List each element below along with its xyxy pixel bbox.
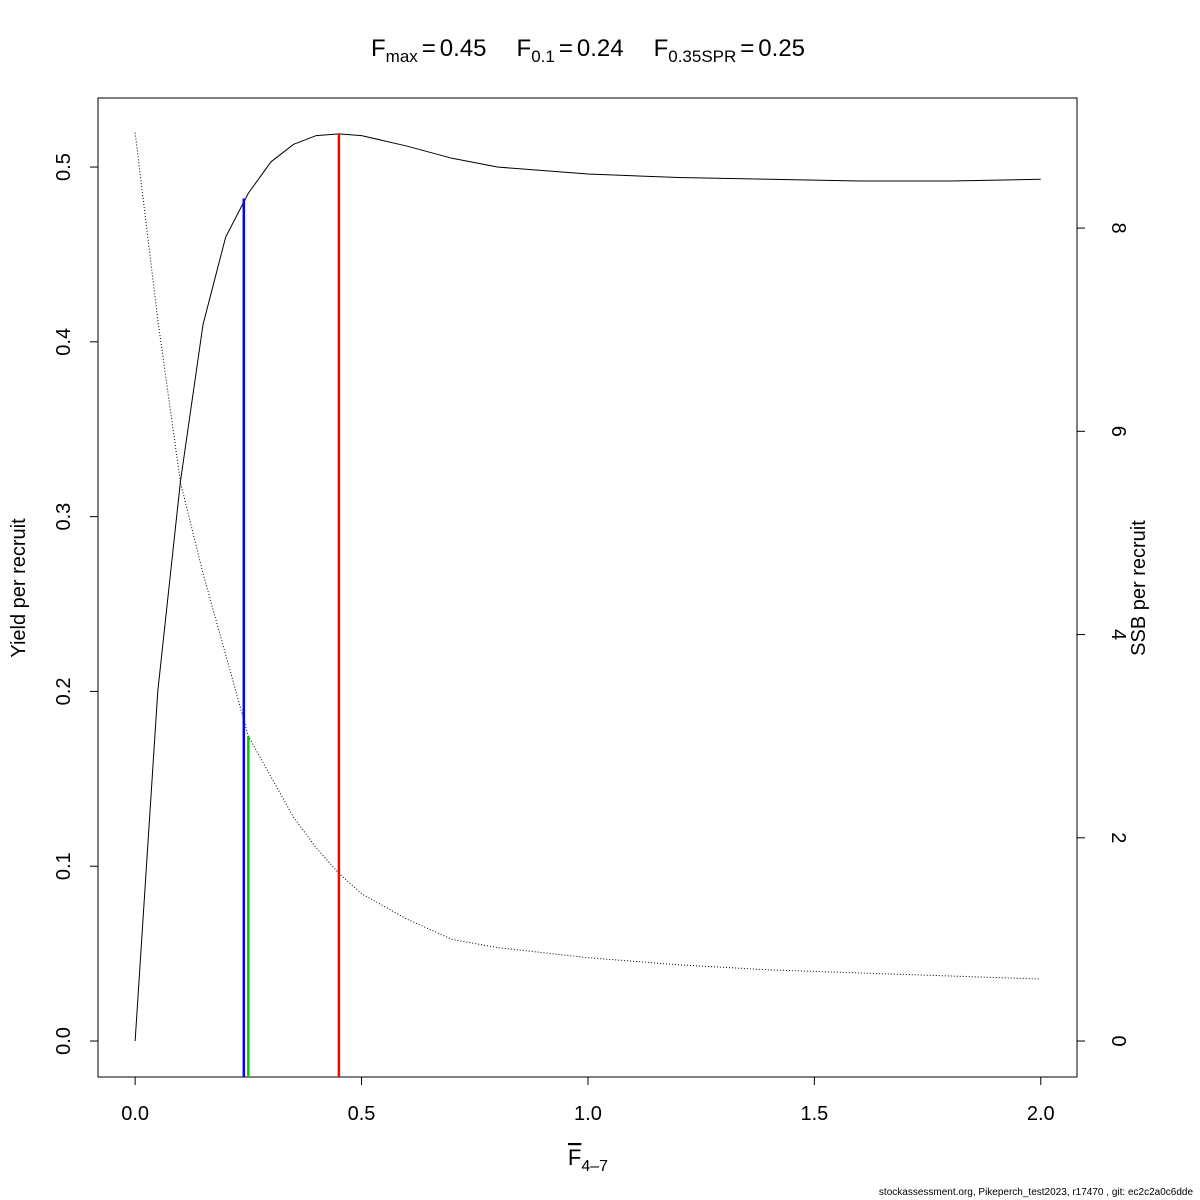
x-tick-label: 1.5 bbox=[800, 1103, 828, 1125]
series-line bbox=[134, 133, 1041, 1042]
title-symbol: F bbox=[371, 35, 386, 62]
x-label-symbol: F bbox=[568, 1145, 581, 1170]
y2-tick-label: 4 bbox=[1107, 629, 1129, 640]
y-axis-label: Yield per recruit bbox=[8, 518, 30, 658]
y-tick-label: 0.5 bbox=[53, 153, 75, 181]
title-symbol: F bbox=[654, 35, 669, 62]
y2-tick-label: 6 bbox=[1107, 426, 1129, 437]
x-tick-label: 2.0 bbox=[1027, 1103, 1055, 1125]
title-value: 0.45 bbox=[440, 35, 487, 62]
title-symbol: F bbox=[517, 35, 532, 62]
title-subscript: 0.1 bbox=[531, 47, 555, 66]
title-equals: = bbox=[740, 35, 754, 62]
y-tick-label: 0.1 bbox=[53, 852, 75, 880]
title-value: 0.25 bbox=[758, 35, 805, 62]
y-tick-label: 0.4 bbox=[53, 328, 75, 356]
title-value: 0.24 bbox=[577, 35, 624, 62]
y2-tick-label: 8 bbox=[1107, 223, 1129, 234]
y2-tick-label: 0 bbox=[1107, 1035, 1129, 1046]
y-tick-label: 0.2 bbox=[53, 678, 75, 706]
y-tick-label: 0.3 bbox=[53, 503, 75, 531]
y2-tick-label: 2 bbox=[1107, 832, 1129, 843]
y2-axis-label: SSB per recruit bbox=[1128, 520, 1150, 656]
series-line bbox=[134, 132, 1041, 980]
x-axis-label: F4–7 bbox=[568, 1145, 608, 1175]
footer: stockassessment.org, Pikeperch_test2023,… bbox=[879, 1187, 1194, 1198]
title-equals: = bbox=[422, 35, 436, 62]
title-equals: = bbox=[559, 35, 573, 62]
x-tick-label: 0.5 bbox=[348, 1103, 376, 1125]
title-subscript: 0.35SPR bbox=[668, 47, 736, 66]
chart-title: Fmax = 0.45 F0.1 = 0.24 F0.35SPR = 0.25 bbox=[371, 35, 805, 66]
x-tick-label: 1.0 bbox=[574, 1103, 602, 1125]
x-tick-label: 0.0 bbox=[121, 1103, 149, 1125]
title-subscript: max bbox=[386, 47, 419, 66]
y-tick-label: 0.0 bbox=[53, 1027, 75, 1055]
x-label-subscript: 4–7 bbox=[581, 1158, 608, 1175]
